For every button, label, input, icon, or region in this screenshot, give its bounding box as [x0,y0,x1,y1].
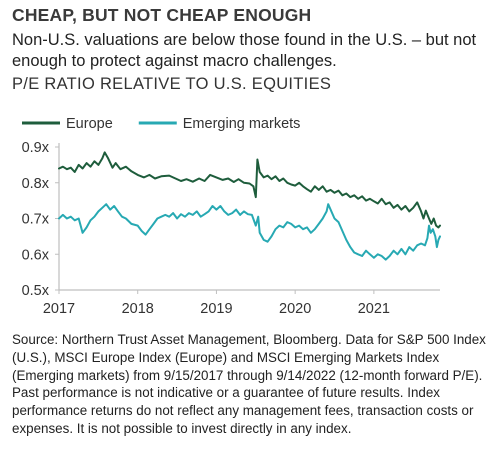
x-tick-label: 2018 [122,301,154,317]
x-tick-label: 2019 [200,301,232,317]
source-note: Source: Northern Trust Asset Management,… [12,332,486,436]
x-tick-label: 2017 [43,301,75,317]
legend-label: Europe [66,116,113,132]
y-tick-label: 0.6x [22,247,50,263]
y-tick-label: 0.7x [22,212,50,228]
subtitle: Non-U.S. valuations are below those foun… [12,31,477,70]
x-tick-label: 2020 [279,301,311,317]
series-line-europe [58,151,441,229]
headline: CHEAP, BUT NOT CHEAP ENOUGH [12,5,312,25]
chart-title: P/E RATIO RELATIVE TO U.S. EQUITIES [12,75,332,93]
x-tick-label: 2021 [358,301,390,317]
series-line-emerging-markets [58,203,441,261]
y-tick-label: 0.5x [22,283,50,299]
pe-ratio-chart: 0.5x 0.6x 0.7x 0.8x 0.9x 2017 2018 2019 2020 2021… [22,116,441,317]
legend-label: Emerging markets [183,116,301,132]
y-tick-label: 0.8x [22,176,50,192]
y-tick-label: 0.9x [22,140,50,156]
